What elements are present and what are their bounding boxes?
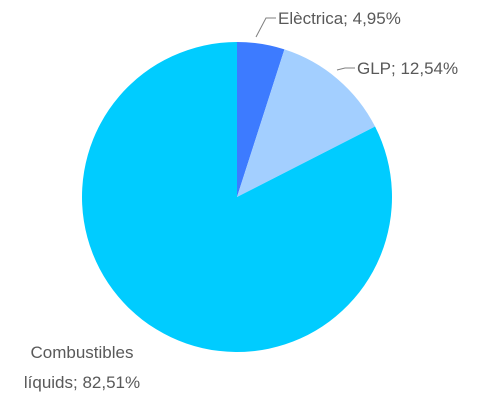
leader-line-electrica <box>255 17 276 38</box>
label-leader-lines <box>255 17 355 71</box>
data-label-combustibles-line1: Combustibles <box>31 343 134 362</box>
data-label-glp: GLP; 12,54% <box>357 59 458 78</box>
data-label-combustibles-line2: líquids; 82,51% <box>24 373 140 392</box>
data-labels: Elèctrica; 4,95% GLP; 12,54% Combustible… <box>24 9 458 392</box>
pie-slices <box>81 42 392 352</box>
data-label-electrica: Elèctrica; 4,95% <box>278 9 401 28</box>
leader-line-glp <box>336 67 355 71</box>
pie-slice-glp <box>237 49 376 197</box>
pie-slice-electrica <box>237 42 285 197</box>
pie-slice-combustibles-liquids <box>81 42 392 352</box>
